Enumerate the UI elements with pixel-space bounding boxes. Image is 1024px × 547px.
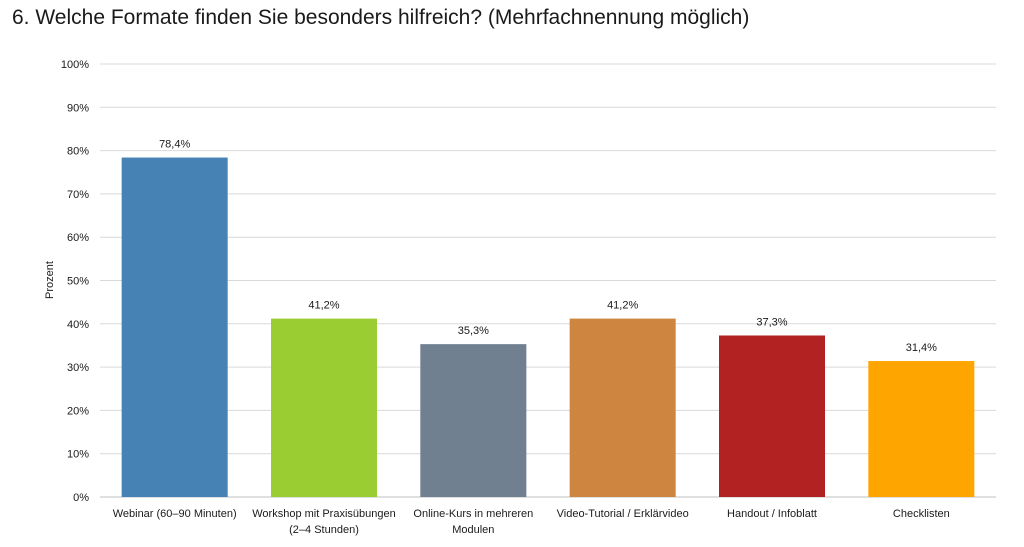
bar bbox=[868, 361, 975, 497]
data-label: 41,2% bbox=[308, 300, 339, 312]
data-label: 41,2% bbox=[607, 300, 638, 312]
data-label: 78,4% bbox=[159, 139, 190, 151]
data-label: 37,3% bbox=[756, 316, 787, 328]
y-tick-label: 20% bbox=[67, 405, 89, 417]
bar bbox=[569, 318, 676, 497]
y-axis-label: Prozent bbox=[44, 261, 56, 299]
data-label: 31,4% bbox=[906, 342, 937, 354]
x-tick-label: Checklisten bbox=[893, 508, 950, 520]
bar bbox=[121, 157, 228, 497]
data-labels: 78,4% 41,2% 35,3% 41,2% 37,3% 31,4% bbox=[159, 139, 937, 355]
chart-title: 6. Welche Formate finden Sie besonders h… bbox=[12, 6, 750, 29]
y-axis-ticks: 0% 10% 20% 30% 40% 50% 60% 70% 80% 90% 100% bbox=[61, 59, 89, 504]
y-tick-label: 100% bbox=[61, 59, 89, 71]
y-tick-label: 50% bbox=[67, 276, 89, 288]
y-tick-label: 60% bbox=[67, 232, 89, 244]
bar bbox=[420, 344, 527, 497]
y-tick-label: 0% bbox=[73, 492, 89, 504]
y-tick-label: 10% bbox=[67, 449, 89, 461]
gridlines bbox=[100, 63, 996, 498]
x-tick-label: Handout / Infoblatt bbox=[727, 508, 817, 520]
y-tick-label: 90% bbox=[67, 102, 89, 114]
y-tick-label: 80% bbox=[67, 146, 89, 158]
bars bbox=[121, 157, 975, 497]
y-tick-label: 70% bbox=[67, 189, 89, 201]
y-tick-label: 40% bbox=[67, 319, 89, 331]
x-tick-label: Webinar (60–90 Minuten) bbox=[113, 508, 237, 520]
x-tick-label: Workshop mit Praxisübungen (2–4 Stunden) bbox=[252, 508, 395, 536]
data-label: 35,3% bbox=[458, 325, 489, 337]
x-tick-label: Video-Tutorial / Erklärvideo bbox=[557, 508, 689, 520]
x-axis-ticks: Webinar (60–90 Minuten) Workshop mit Prax… bbox=[113, 508, 950, 536]
x-tick-label: Online-Kurs in mehreren Modulen bbox=[413, 508, 533, 536]
bar bbox=[270, 318, 378, 497]
bar bbox=[718, 335, 826, 497]
y-tick-label: 30% bbox=[67, 362, 89, 374]
